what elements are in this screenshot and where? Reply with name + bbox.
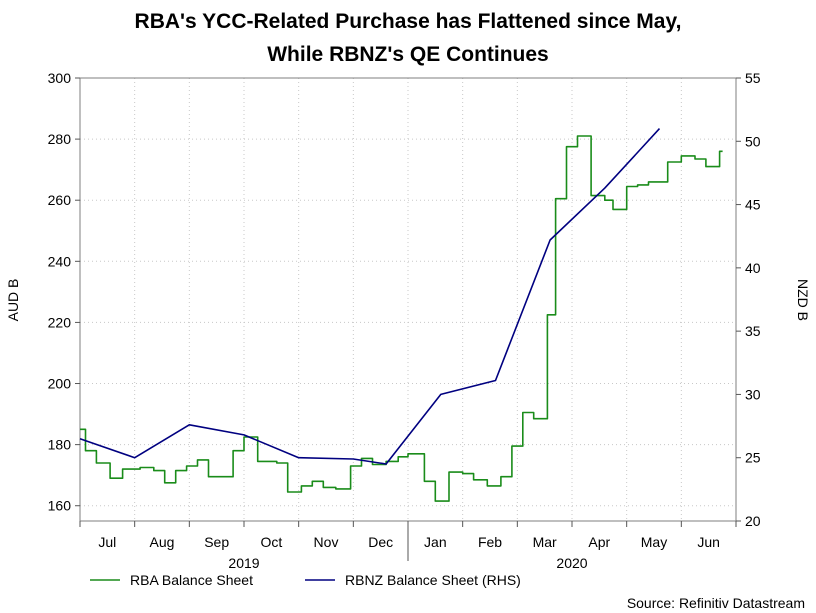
tick-label-month-may: May	[641, 534, 667, 550]
series	[79, 128, 723, 502]
tick-label-left-240: 240	[48, 253, 72, 269]
tick-label-left-300: 300	[48, 70, 72, 86]
tick-label-left-260: 260	[48, 192, 72, 208]
tick-label-month-jan: Jan	[424, 534, 447, 550]
tick-label-month-mar: Mar	[533, 534, 557, 550]
tick-label-month-sep: Sep	[204, 534, 229, 550]
tick-label-left-200: 200	[48, 376, 72, 392]
tick-label-month-aug: Aug	[150, 534, 175, 550]
tick-label-right-25: 25	[745, 450, 761, 466]
legend-label-rbnz: RBNZ Balance Sheet (RHS)	[345, 572, 521, 588]
tick-label-month-dec: Dec	[368, 534, 393, 550]
tick-label-month-jul: Jul	[98, 534, 116, 550]
tick-label-right-20: 20	[745, 513, 761, 529]
tick-label-right-50: 50	[745, 133, 761, 149]
legend: RBA Balance Sheet RBNZ Balance Sheet (RH…	[90, 572, 521, 588]
tick-label-right-40: 40	[745, 260, 761, 276]
tick-label-left-180: 180	[48, 437, 72, 453]
chart-title-line-2: While RBNZ's QE Continues	[267, 43, 549, 66]
series-line-rba	[80, 135, 723, 502]
tick-label-left-160: 160	[48, 498, 72, 514]
y-axis-right-label: NZD B	[795, 279, 811, 321]
legend-label-rba: RBA Balance Sheet	[130, 572, 253, 588]
tick-label-left-220: 220	[48, 314, 72, 330]
tick-label-month-jun: Jun	[697, 534, 720, 550]
tick-label-year-2020: 2020	[556, 555, 587, 571]
tick-label-year-2019: 2019	[228, 555, 259, 571]
chart-title-line-1: RBA's YCC-Related Purchase has Flattened…	[135, 10, 682, 33]
tick-label-right-35: 35	[745, 323, 761, 339]
tick-label-month-feb: Feb	[478, 534, 502, 550]
tick-label-month-apr: Apr	[588, 534, 610, 550]
tick-label-right-55: 55	[745, 70, 761, 86]
tick-label-month-oct: Oct	[260, 534, 282, 550]
source-note: Source: Refinitiv Datastream	[627, 595, 805, 611]
tick-label-right-45: 45	[745, 197, 761, 213]
tick-label-month-nov: Nov	[314, 534, 339, 550]
tick-label-left-280: 280	[48, 131, 72, 147]
tick-label-right-30: 30	[745, 386, 761, 402]
axis-ticks: 160 180 200 220 240 260 280 300 20 25 30 35 40 45 50 55…	[48, 70, 761, 571]
y-axis-left-label: AUD B	[5, 279, 21, 322]
series-line-rbnz	[79, 128, 661, 465]
